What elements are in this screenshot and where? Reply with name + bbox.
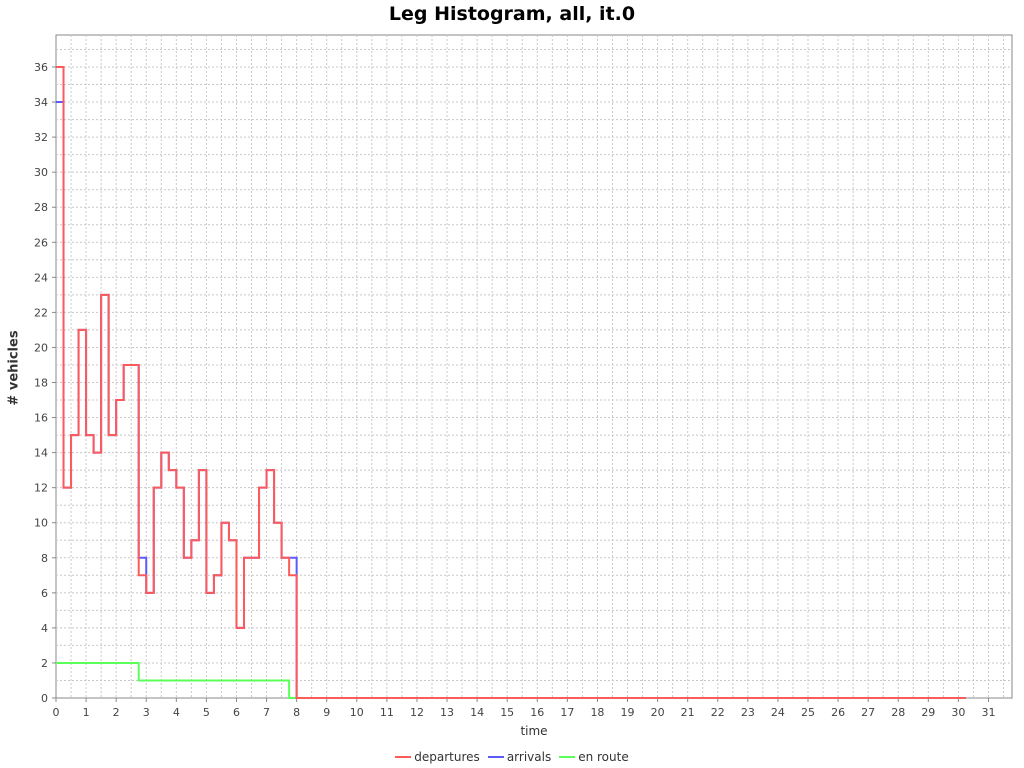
x-tick-label: 9 <box>323 706 330 719</box>
series-line-en-route <box>56 661 305 699</box>
x-tick-label: 15 <box>500 706 514 719</box>
legend-label: arrivals <box>506 750 552 764</box>
x-tick-label: 24 <box>771 706 785 719</box>
y-tick-label: 16 <box>34 412 48 425</box>
x-axis-ticks: 0 1 2 3 4 5 6 7 8 9 10 11 12 13 14 15 16 17 18 19 20 21 22 23 24… <box>53 698 995 719</box>
x-tick-label: 5 <box>203 706 210 719</box>
legend-item: arrivals <box>487 750 552 764</box>
x-tick-label: 6 <box>233 706 240 719</box>
y-tick-label: 36 <box>34 61 48 74</box>
grid-lines <box>56 35 1012 698</box>
y-tick-label: 2 <box>41 657 48 670</box>
x-tick-label: 0 <box>53 706 60 719</box>
x-tick-label: 2 <box>113 706 120 719</box>
x-tick-label: 22 <box>711 706 725 719</box>
legend-swatch <box>487 756 504 758</box>
x-axis-label: time <box>520 724 547 738</box>
x-tick-label: 13 <box>440 706 454 719</box>
x-tick-label: 11 <box>380 706 394 719</box>
x-tick-label: 19 <box>621 706 635 719</box>
y-tick-label: 18 <box>34 377 48 390</box>
x-tick-label: 14 <box>470 706 484 719</box>
x-tick-label: 26 <box>831 706 845 719</box>
y-tick-label: 14 <box>34 447 48 460</box>
x-tick-label: 27 <box>861 706 875 719</box>
x-tick-label: 18 <box>590 706 604 719</box>
y-tick-label: 6 <box>41 587 48 600</box>
x-tick-label: 23 <box>741 706 755 719</box>
y-tick-label: 12 <box>34 482 48 495</box>
x-tick-label: 30 <box>951 706 965 719</box>
legend-item: en route <box>559 750 629 764</box>
x-tick-label: 28 <box>891 706 905 719</box>
series-line-departures <box>56 66 966 699</box>
x-tick-label: 10 <box>350 706 364 719</box>
legend-label: en route <box>578 750 629 764</box>
y-tick-label: 10 <box>34 517 48 530</box>
y-tick-label: 8 <box>41 552 48 565</box>
chart-title: Leg Histogram, all, it.0 <box>388 3 636 25</box>
legend-item: departures <box>395 750 480 764</box>
x-tick-label: 25 <box>801 706 815 719</box>
x-tick-label: 31 <box>981 706 995 719</box>
y-tick-label: 32 <box>34 131 48 144</box>
y-tick-label: 0 <box>41 692 48 705</box>
x-tick-label: 21 <box>681 706 695 719</box>
legend-swatch <box>559 756 576 758</box>
x-tick-label: 3 <box>143 706 150 719</box>
x-tick-label: 16 <box>530 706 544 719</box>
y-tick-label: 28 <box>34 201 48 214</box>
plot-background <box>55 34 1013 699</box>
series-group <box>56 66 966 699</box>
x-tick-label: 12 <box>410 706 424 719</box>
x-tick-label: 8 <box>293 706 300 719</box>
legend-label: departures <box>414 750 480 764</box>
x-tick-label: 7 <box>263 706 270 719</box>
y-tick-label: 30 <box>34 166 48 179</box>
x-tick-label: 17 <box>560 706 574 719</box>
x-tick-label: 20 <box>651 706 665 719</box>
y-tick-label: 4 <box>41 622 48 635</box>
y-tick-label: 20 <box>34 341 48 354</box>
legend: departures arrivals en route <box>0 750 1024 764</box>
y-tick-label: 22 <box>34 306 48 319</box>
x-tick-label: 29 <box>921 706 935 719</box>
y-tick-label: 24 <box>34 271 48 284</box>
x-tick-label: 4 <box>173 706 180 719</box>
legend-swatch <box>395 756 412 758</box>
y-tick-label: 34 <box>34 96 48 109</box>
x-tick-label: 1 <box>83 706 90 719</box>
y-tick-label: 26 <box>34 236 48 249</box>
